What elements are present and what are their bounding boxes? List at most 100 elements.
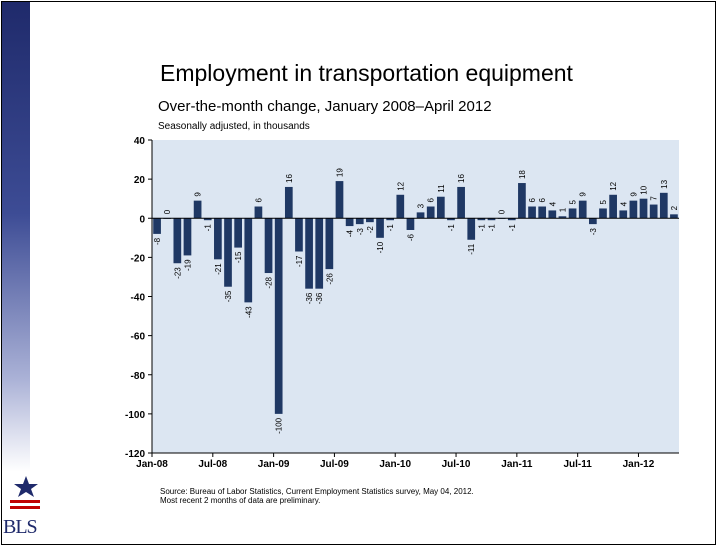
x-tick-label: Jan-11	[501, 459, 533, 470]
bar	[649, 204, 658, 219]
y-tick-label: 40	[134, 136, 146, 147]
x-tick-label: Jan-10	[379, 459, 411, 470]
data-label: 12	[609, 181, 618, 190]
data-label: -100	[275, 417, 284, 434]
data-label: -1	[488, 224, 497, 232]
bls-logo-text: BLS	[3, 516, 38, 538]
data-label: -4	[346, 230, 355, 238]
data-label: 6	[538, 198, 547, 203]
data-label: -15	[234, 251, 243, 263]
bar	[254, 206, 263, 219]
x-tick-label: Jul-08	[198, 459, 227, 470]
data-label: -1	[508, 224, 517, 232]
bar	[345, 218, 354, 227]
data-label: 2	[670, 205, 679, 210]
y-tick-label: -60	[131, 332, 146, 343]
bar	[467, 218, 476, 240]
bar	[325, 218, 334, 270]
bar	[183, 218, 192, 256]
chart-title: Employment in transportation equipment	[160, 60, 573, 86]
bar	[295, 218, 303, 252]
bar	[629, 200, 638, 219]
bar	[548, 210, 557, 219]
data-label: 4	[619, 201, 628, 206]
source-line: Source: Bureau of Labor Statistics, Curr…	[160, 487, 474, 496]
y-tick-label: -100	[125, 410, 145, 421]
bar	[589, 218, 597, 225]
bar	[558, 216, 567, 219]
bar	[244, 218, 253, 303]
bar	[578, 200, 587, 219]
x-tick-label: Jul-09	[320, 459, 349, 470]
bar	[396, 194, 405, 219]
bar	[447, 218, 455, 221]
bar	[173, 218, 182, 264]
data-label: 18	[518, 170, 527, 179]
bar	[659, 192, 668, 219]
stripe-icon	[10, 506, 40, 509]
y-tick-label: -40	[131, 293, 146, 304]
data-label: 12	[396, 181, 405, 190]
data-label: 9	[579, 192, 588, 197]
bar	[284, 186, 293, 219]
bar	[406, 218, 415, 230]
data-label: 6	[427, 198, 436, 203]
data-label: 0	[498, 209, 507, 214]
bar	[335, 181, 344, 219]
bar	[214, 218, 222, 260]
data-label: 5	[569, 199, 578, 204]
bar	[426, 206, 435, 219]
bar	[670, 214, 678, 219]
data-label: 16	[285, 174, 294, 183]
y-tick-label: 0	[139, 214, 145, 225]
bls-logo	[10, 476, 40, 509]
bar	[619, 210, 628, 219]
data-label: -28	[265, 276, 274, 288]
data-label: 4	[548, 201, 557, 206]
bar	[639, 198, 648, 219]
bar	[507, 218, 516, 221]
bar	[355, 218, 364, 225]
data-label: -10	[376, 241, 385, 253]
bar	[274, 218, 283, 414]
preliminary-note: Most recent 2 months of data are prelimi…	[160, 496, 321, 505]
bar	[436, 196, 445, 219]
data-label: -36	[315, 292, 324, 304]
data-label: -8	[153, 237, 162, 245]
data-label: 5	[599, 199, 608, 204]
bar	[609, 194, 617, 219]
data-label: 13	[660, 179, 669, 188]
bar	[528, 206, 536, 219]
data-label: -21	[214, 263, 223, 275]
data-label: -11	[467, 243, 476, 255]
data-label: 10	[640, 185, 649, 194]
plot-area	[152, 140, 679, 453]
data-label: -3	[356, 228, 365, 236]
x-tick-label: Jul-11	[563, 459, 592, 470]
bar	[538, 206, 547, 219]
bar	[386, 218, 395, 221]
bar	[234, 218, 242, 248]
x-tick-label: Jul-10	[442, 459, 471, 470]
bar	[568, 208, 577, 219]
data-label: 9	[194, 192, 203, 197]
data-label: -1	[386, 224, 395, 232]
bar	[224, 218, 232, 287]
chart-units-note: Seasonally adjusted, in thousands	[158, 121, 310, 132]
chart-subtitle: Over-the-month change, January 2008–Apri…	[158, 98, 492, 115]
bar	[305, 218, 313, 289]
data-label: 1	[558, 207, 567, 212]
data-label: -26	[325, 273, 334, 285]
data-label: 7	[650, 196, 659, 201]
source-note: Source: Bureau of Labor Statistics, Curr…	[160, 487, 474, 505]
data-label: 6	[528, 198, 537, 203]
bar	[477, 218, 486, 221]
data-label: -3	[589, 228, 598, 236]
data-label: 19	[335, 168, 344, 177]
data-label: -2	[366, 226, 375, 234]
x-tick-label: Jan-09	[258, 459, 290, 470]
bar	[153, 218, 161, 234]
y-tick-label: -80	[131, 371, 146, 382]
data-label: -1	[204, 224, 213, 232]
